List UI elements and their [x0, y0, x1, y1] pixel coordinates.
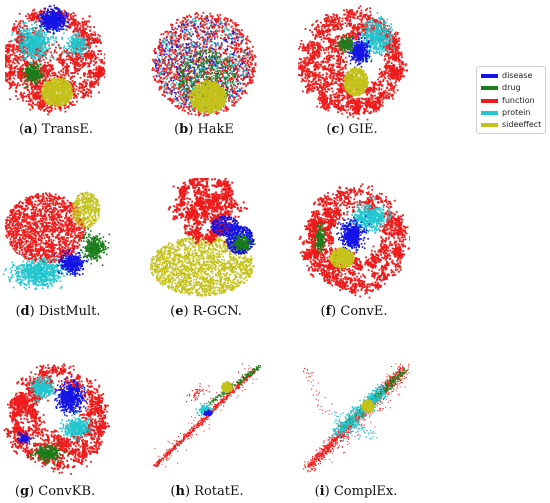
series-sideeffect: [221, 381, 233, 393]
legend-swatch: [481, 111, 498, 116]
panel-hake: [150, 2, 260, 122]
caption-letter: h: [175, 484, 184, 499]
scatter-distmult: [2, 191, 111, 290]
caption-name: R-GCN.: [193, 304, 242, 319]
caption-name: ComplEx.: [334, 484, 398, 499]
caption-letter: a: [24, 122, 32, 137]
caption-name: TransE.: [42, 122, 93, 137]
series-function: [153, 370, 256, 468]
caption-complex: (i) ComplEx.: [315, 484, 398, 499]
scatter-transe: [5, 4, 105, 116]
series-disease: [210, 215, 240, 237]
legend-entry-protein: protein: [481, 107, 541, 119]
series-disease: [203, 409, 214, 417]
series-sideeffect: [40, 77, 74, 107]
series-function: [4, 192, 86, 264]
series-drug: [334, 34, 357, 54]
series-sideeffect: [71, 191, 101, 229]
series-sideeffect: [329, 247, 355, 269]
series-protein: [2, 254, 71, 290]
legend: disease drug function protein sideeffect: [476, 66, 546, 134]
legend-swatch: [481, 98, 498, 103]
scatter-rgcn: [150, 178, 256, 297]
series-drug: [74, 228, 111, 266]
caption-name: ConvE.: [340, 304, 387, 319]
legend-entry-sideeffect: sideeffect: [481, 119, 541, 131]
panel-gie: [298, 2, 408, 122]
series-disease: [53, 376, 87, 417]
series-sideeffect: [343, 67, 369, 97]
series-drug: [21, 62, 45, 89]
caption-name: HakE: [197, 122, 233, 137]
series-function: [298, 5, 408, 121]
series-function: [298, 183, 410, 299]
scatter-conve: [298, 183, 410, 299]
caption-name: RotatE.: [194, 484, 243, 499]
series-function: [3, 363, 110, 475]
series-protein: [57, 412, 94, 442]
panel-convkb: [2, 358, 110, 480]
legend-entry-disease: disease: [481, 70, 541, 82]
caption-letter: d: [21, 304, 30, 319]
series-disease: [37, 4, 69, 35]
caption-gie: (c) GIE.: [326, 122, 377, 137]
caption-convkb: (g) ConvKB.: [15, 484, 95, 499]
series-protein: [357, 12, 395, 63]
caption-letter: b: [179, 122, 188, 137]
panel-rotate: [150, 358, 262, 480]
series-drug: [314, 222, 327, 255]
series-disease: [53, 248, 90, 277]
series-protein: [330, 383, 394, 442]
panel-conve: [298, 180, 410, 302]
series-disease: [347, 32, 372, 69]
panel-transe: [5, 2, 105, 122]
caption-name: DistMult.: [39, 304, 101, 319]
series-drug: [230, 233, 256, 253]
legend-label: drug: [502, 83, 521, 93]
series-sideeffect: [189, 80, 227, 114]
caption-letter: f: [326, 304, 332, 319]
legend-label: sideeffect: [502, 120, 541, 130]
scatter-hake: [151, 11, 257, 117]
caption-letter: g: [20, 484, 29, 499]
legend-swatch: [481, 86, 498, 91]
caption-name: ConvKB.: [38, 484, 95, 499]
panel-complex: [298, 358, 410, 480]
series-drug: [27, 443, 71, 466]
series-disease: [336, 215, 370, 257]
panel-rgcn: [150, 178, 262, 303]
caption-rgcn: (e) R-GCN.: [170, 304, 242, 319]
legend-entry-function: function: [481, 95, 541, 107]
scatter-convkb: [3, 363, 110, 475]
series-protein: [29, 375, 56, 403]
scatter-gie: [298, 5, 408, 121]
caption-letter: c: [331, 122, 339, 137]
series-protein: [11, 15, 62, 70]
legend-entry-drug: drug: [481, 82, 541, 94]
legend-label: function: [502, 96, 535, 106]
scatter-complex: [302, 363, 410, 473]
caption-distmult: (d) DistMult.: [15, 304, 100, 319]
series-protein: [61, 26, 101, 60]
legend-swatch: [481, 74, 498, 79]
caption-letter: e: [175, 304, 183, 319]
caption-conve: (f) ConvE.: [320, 304, 387, 319]
series-disease: [17, 431, 35, 444]
caption-name: GIE.: [349, 122, 378, 137]
caption-rotate: (h) RotatE.: [170, 484, 243, 499]
panel-distmult: [0, 178, 115, 303]
caption-transe: (a) TransE.: [19, 122, 93, 137]
legend-label: disease: [502, 71, 532, 81]
caption-hake: (b) HakE: [174, 122, 234, 137]
caption-letter: i: [320, 484, 325, 499]
legend-swatch: [481, 123, 498, 128]
series-function: [302, 367, 333, 415]
scatter-rotate: [153, 363, 261, 468]
series-sideeffect: [361, 399, 375, 413]
series-function: [185, 383, 210, 403]
series-protein: [331, 411, 378, 440]
series-protein: [345, 197, 392, 235]
legend-label: protein: [502, 108, 530, 118]
